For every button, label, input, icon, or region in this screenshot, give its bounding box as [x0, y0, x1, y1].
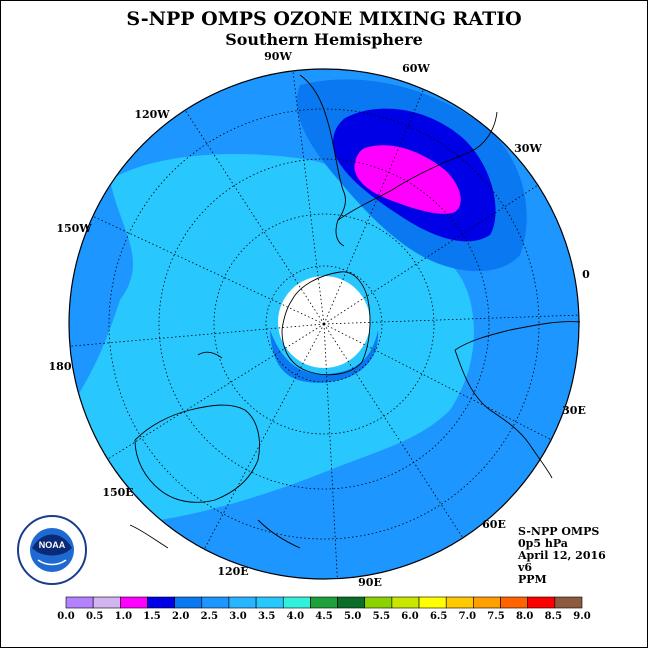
- meridian-line: [184, 109, 325, 325]
- polar-night-mask: [278, 276, 370, 368]
- color-scale: 0.0 0.5 1.0 1.5 2.0 2.5 3.0 3.5 4.0 4.5 5.0 5.5 6.0 6…: [57, 596, 591, 622]
- scale-tick-label: 7.5: [487, 611, 504, 622]
- longitude-label: 60W: [402, 62, 430, 75]
- coast-africa: [454, 321, 581, 479]
- color-swatch: [473, 596, 501, 609]
- meridian-line: [203, 323, 325, 550]
- scale-tick-label: 6.5: [430, 611, 447, 622]
- color-swatch: [120, 596, 148, 609]
- info-block: S-NPP OMPS 0p5 hPa April 12, 2016 v6 PPM: [518, 526, 606, 586]
- color-swatch: [201, 596, 230, 609]
- coastlines: [129, 74, 581, 549]
- meridian-line: [69, 323, 325, 347]
- scale-tick-label: 1.0: [115, 611, 132, 622]
- meridian-line: [292, 70, 325, 325]
- coast-new-zealand: [197, 351, 223, 359]
- scale-tick-label: 5.5: [373, 611, 390, 622]
- scale-tick-label: 0.5: [86, 611, 103, 622]
- latitude-circle: [213, 213, 435, 435]
- noaa-logo: NOAA: [17, 515, 87, 585]
- meridian-line: [323, 323, 338, 579]
- coast-antarctica: [281, 271, 371, 376]
- longitude-label: 90W: [264, 50, 292, 63]
- longitude-labels: 90W 60W 30W 0 30E 60E 90E 120E 150E 180 150W 120W: [49, 50, 591, 589]
- longitude-label: 120W: [134, 108, 170, 121]
- map-border: [68, 68, 580, 580]
- scale-tick-label: 4.0: [287, 611, 304, 622]
- map-subtitle: Southern Hemisphere: [225, 30, 423, 49]
- longitude-label: 30E: [562, 404, 586, 417]
- meridian-line: [323, 323, 552, 441]
- meridian-line: [323, 89, 425, 325]
- info-date: April 12, 2016: [518, 549, 606, 562]
- field-light-band: [75, 154, 474, 521]
- scale-tick-label: 1.5: [143, 611, 160, 622]
- scale-tick-label: 8.0: [516, 611, 533, 622]
- scale-tick-label: 2.5: [201, 611, 218, 622]
- meridian-line: [323, 323, 464, 539]
- color-swatch: [337, 596, 366, 609]
- color-swatch: [174, 596, 203, 609]
- latitude-circle: [158, 158, 490, 490]
- ozone-field: [69, 69, 579, 579]
- color-swatch: [554, 596, 583, 609]
- color-swatch: [147, 596, 175, 609]
- coast-south-america: [299, 74, 498, 247]
- meridian-line: [92, 215, 325, 325]
- meridian-line: [107, 323, 325, 460]
- color-swatch: [391, 596, 420, 609]
- scale-tick-label: 3.0: [229, 611, 246, 622]
- info-level: 0p5 hPa: [518, 537, 568, 550]
- longitude-label: 90E: [358, 576, 382, 589]
- logo-text: NOAA: [39, 540, 66, 550]
- coast-islands: [129, 519, 301, 549]
- color-swatch: [527, 596, 556, 609]
- color-swatch: [255, 596, 284, 609]
- map-title: S-NPP OMPS OZONE MIXING RATIO: [126, 8, 522, 30]
- coast-australia: [134, 404, 260, 503]
- meridian-line: [323, 314, 579, 325]
- scale-tick-label: 5.0: [344, 611, 361, 622]
- color-swatch: [282, 596, 311, 609]
- scale-tick-label: 9.0: [573, 611, 590, 622]
- graticule: [69, 70, 579, 579]
- color-swatch: [364, 596, 393, 609]
- scale-tick-label: 7.0: [459, 611, 476, 622]
- longitude-label: 150E: [102, 486, 133, 499]
- color-swatch: [92, 596, 121, 609]
- color-swatch: [445, 596, 474, 609]
- field-ring-lower: [270, 330, 379, 383]
- color-swatch: [228, 596, 257, 609]
- color-swatch: [65, 596, 94, 609]
- scale-tick-label: 3.5: [258, 611, 275, 622]
- longitude-label: 60E: [482, 518, 506, 531]
- scale-tick-label: 2.0: [172, 611, 189, 622]
- scale-tick-label: 6.0: [401, 611, 418, 622]
- scale-tick-label: 4.5: [315, 611, 332, 622]
- longitude-label: 150W: [56, 222, 92, 235]
- color-swatch: [418, 596, 447, 609]
- longitude-label: 180: [49, 360, 72, 373]
- color-swatch: [500, 596, 528, 609]
- scale-tick-label: 8.5: [545, 611, 562, 622]
- scale-tick-label: 0.0: [57, 611, 74, 622]
- info-units: PPM: [518, 573, 547, 586]
- longitude-label: 30W: [514, 142, 542, 155]
- field-max-inner: [354, 145, 461, 214]
- meridian-line: [323, 184, 539, 325]
- info-version: v6: [518, 561, 533, 574]
- longitude-label: 120E: [217, 565, 248, 578]
- color-swatch: [310, 596, 338, 609]
- longitude-label: 0: [582, 268, 590, 281]
- info-satellite: S-NPP OMPS: [518, 525, 600, 538]
- latitude-circle: [265, 265, 383, 383]
